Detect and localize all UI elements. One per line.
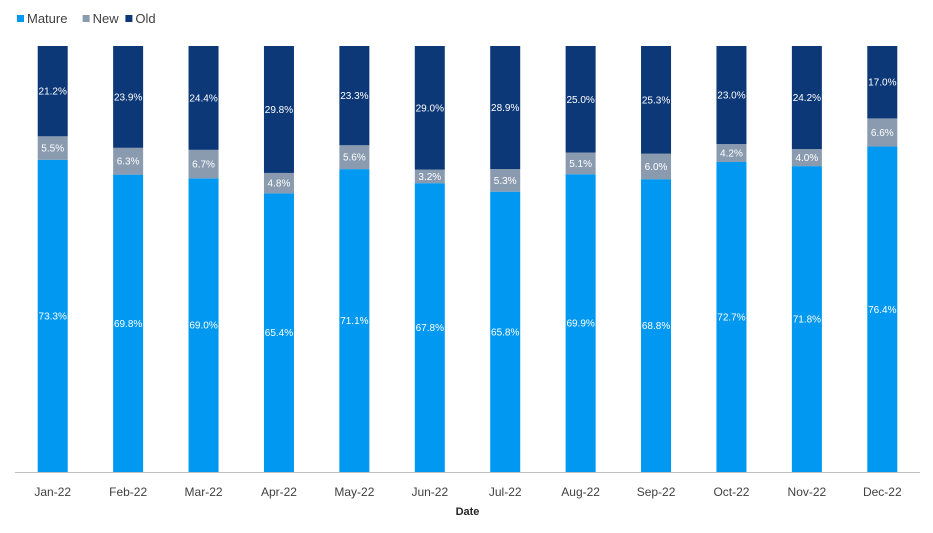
data-label-new-apr-22: 4.8% xyxy=(268,179,291,190)
data-label-mature-jul-22: 65.8% xyxy=(491,327,519,338)
data-label-mature-may-22: 71.1% xyxy=(340,316,368,327)
bar-new-jul-22 xyxy=(490,169,521,192)
data-label-old-jul-22: 28.9% xyxy=(491,103,519,114)
bar-new-aug-22 xyxy=(565,152,596,175)
legend-swatch-mature xyxy=(17,15,24,22)
data-label-mature-apr-22: 65.4% xyxy=(265,328,293,339)
x-axis-title: Date xyxy=(456,506,480,518)
x-tick-labels: Jan-22 Feb-22 Mar-22 Apr-22 May-22 Jun-22 Jul-… xyxy=(34,485,902,499)
data-label-mature-oct-22: 72.7% xyxy=(717,312,745,323)
bar-old-nov-22 xyxy=(791,46,822,150)
x-tick-label: Jul-22 xyxy=(489,485,522,499)
x-tick-label: Mar-22 xyxy=(185,485,223,499)
bar-old-jul-22 xyxy=(490,46,521,170)
data-label-old-oct-22: 23.0% xyxy=(717,91,745,102)
bar-mature-nov-22 xyxy=(791,166,822,472)
bar-mature-aug-22 xyxy=(565,174,596,472)
bar-old-oct-22 xyxy=(716,46,747,145)
x-tick-label: Nov-22 xyxy=(788,485,827,499)
bar-old-jun-22 xyxy=(414,46,445,170)
data-label-mature-aug-22: 69.9% xyxy=(566,319,594,330)
data-label-new-jan-22: 5.5% xyxy=(41,144,64,155)
bar-mature-apr-22 xyxy=(263,193,294,472)
data-label-mature-mar-22: 69.0% xyxy=(189,321,217,332)
x-tick-label: Apr-22 xyxy=(261,485,297,499)
data-label-new-nov-22: 4.0% xyxy=(795,153,818,164)
bars: 73.3% 5.5% 21.2% 69.8% 6.3% 23.9% 69.0% 6.7% 24.… xyxy=(37,46,898,473)
data-label-mature-jun-22: 67.8% xyxy=(416,323,444,334)
data-label-new-may-22: 5.6% xyxy=(343,153,366,164)
data-label-old-dec-22: 17.0% xyxy=(868,78,896,89)
bar-old-apr-22 xyxy=(263,46,294,173)
data-label-old-nov-22: 24.2% xyxy=(793,93,821,104)
bar-new-oct-22 xyxy=(716,144,747,162)
data-label-new-oct-22: 4.2% xyxy=(720,149,743,160)
bar-old-may-22 xyxy=(339,46,370,146)
bar-mature-jan-22 xyxy=(37,159,68,472)
data-label-new-dec-22: 6.6% xyxy=(871,128,894,139)
x-tick-label: Jun-22 xyxy=(411,485,448,499)
bar-new-apr-22 xyxy=(263,172,294,194)
data-label-new-sep-22: 6.0% xyxy=(645,162,668,173)
bar-old-sep-22 xyxy=(641,46,672,154)
bar-new-dec-22 xyxy=(867,118,898,147)
x-tick-label: Sep-22 xyxy=(637,485,676,499)
legend: Mature New Old xyxy=(17,11,156,26)
x-tick-label: Jan-22 xyxy=(34,485,71,499)
data-label-mature-dec-22: 76.4% xyxy=(868,305,896,316)
data-label-old-feb-22: 23.9% xyxy=(114,92,142,103)
data-label-new-jun-22: 3.2% xyxy=(418,172,441,183)
legend-label-new: New xyxy=(93,11,120,26)
data-label-mature-jan-22: 73.3% xyxy=(39,311,67,322)
legend-label-old: Old xyxy=(135,11,155,26)
data-label-old-apr-22: 29.8% xyxy=(265,105,293,116)
bar-new-jan-22 xyxy=(37,136,68,160)
bar-new-jun-22 xyxy=(414,169,445,184)
bar-mature-jun-22 xyxy=(414,183,445,472)
bar-old-jan-22 xyxy=(37,46,68,137)
bar-mature-dec-22 xyxy=(867,146,898,472)
data-label-old-sep-22: 25.3% xyxy=(642,95,670,106)
data-label-new-aug-22: 5.1% xyxy=(569,159,592,170)
bar-old-aug-22 xyxy=(565,46,596,153)
data-label-new-jul-22: 5.3% xyxy=(494,176,517,187)
x-tick-label: Feb-22 xyxy=(109,485,147,499)
bar-new-nov-22 xyxy=(791,149,822,167)
x-tick-label: May-22 xyxy=(334,485,374,499)
bar-new-feb-22 xyxy=(113,147,144,175)
bar-new-sep-22 xyxy=(641,153,672,180)
legend-label-mature: Mature xyxy=(27,11,67,26)
legend-swatch-new xyxy=(82,15,90,22)
data-label-mature-nov-22: 71.8% xyxy=(793,315,821,326)
x-tick-label: Dec-22 xyxy=(863,485,902,499)
data-label-old-mar-22: 24.4% xyxy=(189,93,217,104)
data-label-old-may-22: 23.3% xyxy=(340,91,368,102)
data-label-old-jan-22: 21.2% xyxy=(39,87,67,98)
bar-old-mar-22 xyxy=(188,46,219,150)
legend-swatch-old xyxy=(125,15,133,22)
bar-new-mar-22 xyxy=(188,149,219,179)
data-label-new-mar-22: 6.7% xyxy=(192,160,215,171)
bar-mature-feb-22 xyxy=(113,174,144,473)
bar-mature-sep-22 xyxy=(641,179,672,473)
bar-new-may-22 xyxy=(339,145,370,170)
data-label-old-jun-22: 29.0% xyxy=(416,103,444,114)
bar-mature-may-22 xyxy=(339,169,370,472)
x-tick-label: Aug-22 xyxy=(561,485,600,499)
data-label-old-aug-22: 25.0% xyxy=(566,95,594,106)
bar-old-dec-22 xyxy=(867,46,898,119)
bar-mature-jul-22 xyxy=(490,191,521,472)
x-tick-label: Oct-22 xyxy=(713,485,749,499)
data-label-mature-feb-22: 69.8% xyxy=(114,319,142,330)
data-label-mature-sep-22: 68.8% xyxy=(642,321,670,332)
data-label-new-feb-22: 6.3% xyxy=(117,157,140,168)
bar-mature-oct-22 xyxy=(716,161,747,473)
bar-mature-mar-22 xyxy=(188,178,219,473)
bar-old-feb-22 xyxy=(113,46,144,148)
